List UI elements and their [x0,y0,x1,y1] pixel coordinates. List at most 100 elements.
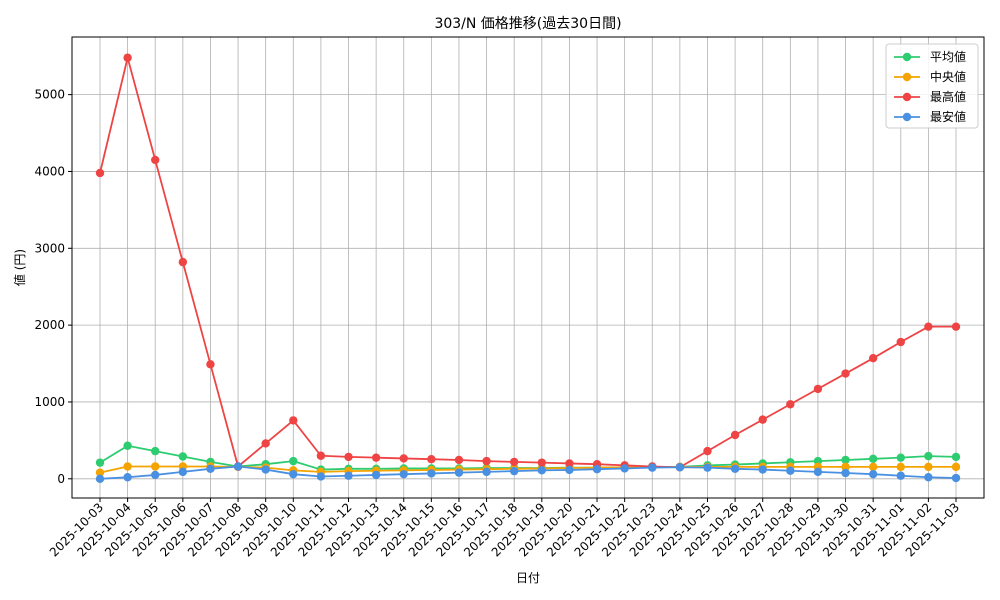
legend-swatch-marker [902,92,912,102]
data-point [151,446,160,456]
data-point [924,451,933,461]
data-point [289,469,298,479]
data-point [233,462,243,471]
data-point [648,463,657,472]
data-point [371,453,381,462]
y-tick-label: 0 [57,472,65,486]
data-point [289,456,298,466]
data-point [896,471,905,480]
data-point [261,465,270,474]
data-point [620,464,629,473]
data-point [316,472,326,481]
y-axis-title: 値 (円) [12,249,27,286]
data-point [951,322,961,331]
data-point [703,446,712,456]
y-tick-label: 4000 [34,164,65,178]
data-point [813,456,823,466]
y-tick-label: 1000 [34,395,65,409]
data-point [951,462,961,472]
data-point [841,462,850,472]
data-point [951,452,961,462]
data-point [509,457,519,467]
data-point [344,452,353,462]
data-point [123,462,132,471]
data-point [565,459,574,468]
data-point [730,430,740,440]
y-tick-label: 2000 [34,318,65,332]
data-point [206,464,215,474]
data-point [841,455,850,465]
data-point [399,454,408,463]
data-point [537,466,547,475]
legend-box [885,43,979,129]
data-point [151,462,160,471]
data-point [95,168,105,178]
legend-swatch-marker [902,52,912,62]
data-point [454,455,464,465]
series-line [99,465,957,480]
data-point [151,155,160,165]
legend-swatch-marker [902,112,912,122]
data-point [95,458,105,467]
data-point [758,415,767,424]
legend-label: 中央値 [930,69,966,84]
data-point [786,466,795,475]
data-point [924,473,933,482]
data-point [316,451,326,460]
y-tick-label: 3000 [34,241,65,255]
data-point [427,454,436,464]
data-point [399,469,408,479]
legend-swatch-marker [902,72,912,82]
data-point [730,464,740,474]
data-point [95,474,105,483]
data-point [178,257,188,267]
data-point [868,353,878,363]
data-point [758,465,767,474]
data-point [896,337,905,347]
data-point [427,469,436,478]
data-point [482,467,491,477]
data-point [565,465,574,475]
data-point [592,464,602,474]
data-point [178,467,188,477]
data-point [951,473,961,483]
data-point [924,462,933,472]
y-tick-label: 5000 [34,88,65,102]
data-point [151,470,160,480]
chart-title: 303/N 価格推移(過去30日間) [434,16,621,32]
data-point [868,469,878,479]
data-point [454,468,464,477]
data-point [841,369,850,378]
data-point [123,473,132,482]
data-point [123,441,132,450]
data-point [813,467,823,477]
data-point [344,471,353,480]
data-point [896,462,905,472]
data-point [841,468,850,478]
data-point [371,470,381,480]
data-point [537,458,547,467]
grid-layer [72,37,984,498]
data-point [95,468,105,477]
plot-frame [71,36,985,499]
legend-label: 最安値 [930,109,966,124]
data-point [924,322,933,331]
data-point [123,53,132,62]
data-point [896,453,905,462]
data-point [206,360,215,369]
data-point [178,452,188,461]
data-point [509,466,519,476]
data-point [868,462,878,472]
series-layer [95,53,961,483]
legend-label: 最高値 [930,89,966,104]
legend-label: 平均値 [930,49,966,64]
data-point [261,439,270,448]
data-point [482,456,491,466]
data-point [703,463,712,472]
data-point [786,400,795,409]
x-axis-title: 日付 [516,571,540,585]
